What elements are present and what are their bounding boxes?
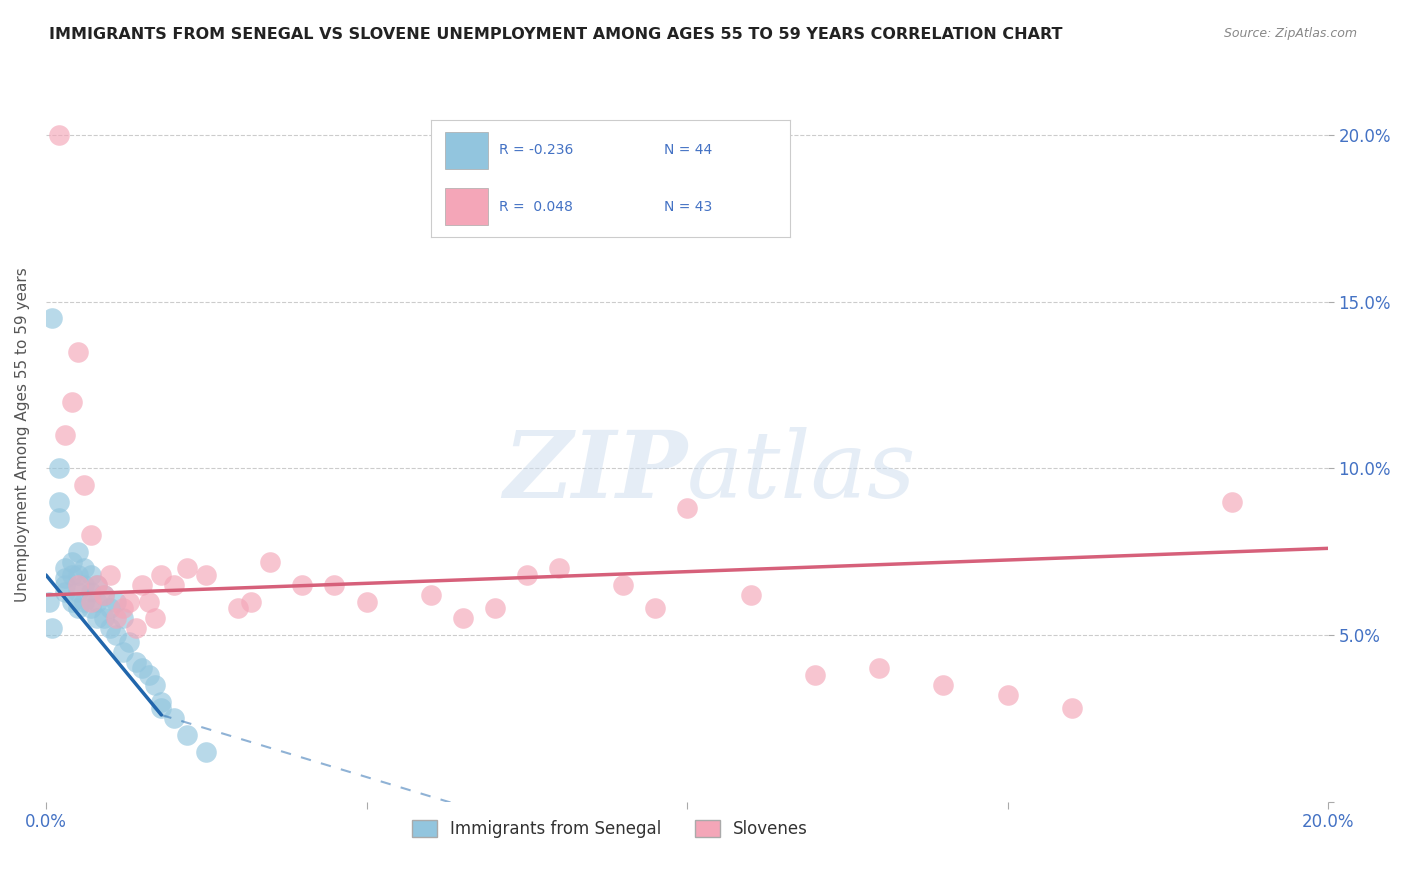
Point <box>60 568 83 582</box>
Point <box>66 568 89 582</box>
Point <box>118 634 141 648</box>
Point <box>1060 701 1083 715</box>
Point <box>98 568 121 582</box>
Point <box>60 394 83 409</box>
Point <box>41 311 63 326</box>
Point <box>419 588 441 602</box>
Point <box>143 678 166 692</box>
Point <box>195 745 218 759</box>
Point <box>73 561 96 575</box>
Point <box>131 661 153 675</box>
Point <box>484 601 506 615</box>
Point <box>98 601 121 615</box>
Y-axis label: Unemployment Among Ages 55 to 59 years: Unemployment Among Ages 55 to 59 years <box>15 268 30 602</box>
Point <box>48 128 70 143</box>
Point <box>547 561 569 575</box>
Point <box>48 494 70 508</box>
Point <box>80 594 103 608</box>
Point <box>1220 494 1243 508</box>
Point <box>86 594 108 608</box>
Point <box>150 701 173 715</box>
Point <box>804 668 827 682</box>
Point <box>73 594 96 608</box>
Point <box>131 578 153 592</box>
Point <box>86 578 108 592</box>
Point <box>323 578 346 592</box>
Point <box>105 628 128 642</box>
Text: atlas: atlas <box>688 426 917 516</box>
Text: Source: ZipAtlas.com: Source: ZipAtlas.com <box>1223 27 1357 40</box>
Point <box>66 584 89 599</box>
Point <box>48 461 70 475</box>
Point <box>80 528 103 542</box>
Point <box>111 611 134 625</box>
Point <box>66 578 89 592</box>
Point <box>80 601 103 615</box>
Point <box>163 711 186 725</box>
Point <box>138 594 160 608</box>
Point <box>66 544 89 558</box>
Point <box>125 655 148 669</box>
Point <box>98 621 121 635</box>
Point <box>86 578 108 592</box>
Point <box>53 428 76 442</box>
Point <box>93 588 115 602</box>
Point <box>868 661 890 675</box>
Point <box>60 594 83 608</box>
Text: IMMIGRANTS FROM SENEGAL VS SLOVENE UNEMPLOYMENT AMONG AGES 55 TO 59 YEARS CORREL: IMMIGRANTS FROM SENEGAL VS SLOVENE UNEMP… <box>49 27 1063 42</box>
Point <box>60 555 83 569</box>
Point <box>138 668 160 682</box>
Point <box>516 568 538 582</box>
Point <box>86 611 108 625</box>
Point <box>93 611 115 625</box>
Point <box>66 601 89 615</box>
Point <box>356 594 378 608</box>
Legend: Immigrants from Senegal, Slovenes: Immigrants from Senegal, Slovenes <box>405 813 815 845</box>
Point <box>176 561 198 575</box>
Point <box>195 568 218 582</box>
Point <box>176 728 198 742</box>
Point <box>53 584 76 599</box>
Point <box>80 584 103 599</box>
Point <box>676 501 699 516</box>
Point <box>80 568 103 582</box>
Point <box>226 601 249 615</box>
Point <box>41 621 63 635</box>
Point <box>932 678 955 692</box>
Point <box>259 555 281 569</box>
Point <box>53 578 76 592</box>
Point <box>740 588 762 602</box>
Point <box>118 594 141 608</box>
Point <box>125 621 148 635</box>
Point <box>53 561 76 575</box>
Point <box>53 571 76 585</box>
Text: ZIP: ZIP <box>503 426 688 516</box>
Point <box>612 578 634 592</box>
Point <box>38 594 60 608</box>
Point <box>105 594 128 608</box>
Point <box>66 344 89 359</box>
Point <box>451 611 474 625</box>
Point <box>291 578 314 592</box>
Point <box>150 695 173 709</box>
Point <box>73 478 96 492</box>
Point <box>150 568 173 582</box>
Point <box>93 588 115 602</box>
Point <box>143 611 166 625</box>
Point <box>48 511 70 525</box>
Point <box>73 578 96 592</box>
Point <box>997 688 1019 702</box>
Point <box>105 611 128 625</box>
Point <box>240 594 263 608</box>
Point <box>644 601 666 615</box>
Point <box>111 645 134 659</box>
Point <box>163 578 186 592</box>
Point <box>111 601 134 615</box>
